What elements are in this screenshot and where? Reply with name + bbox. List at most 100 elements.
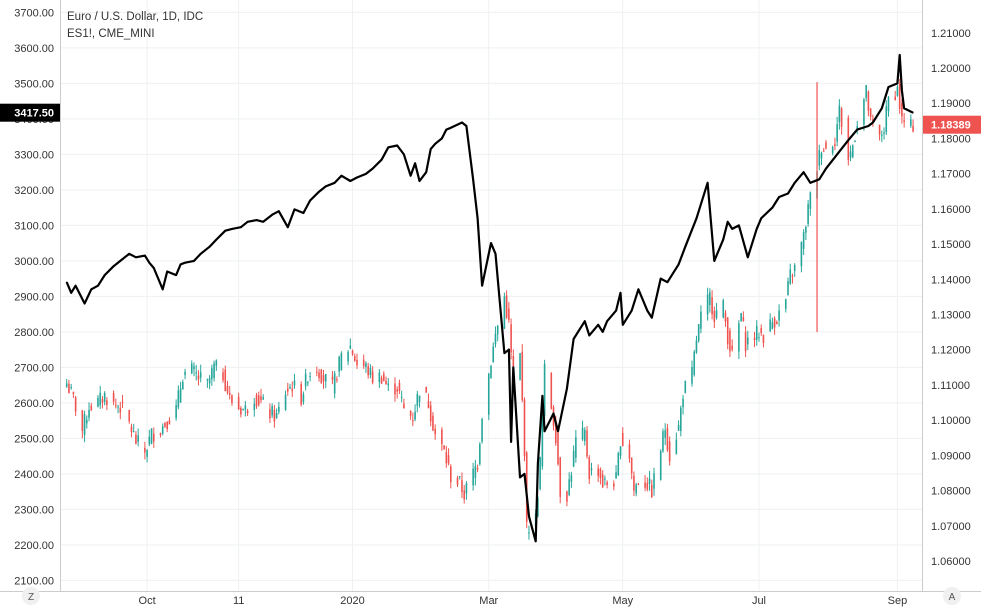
candle-body (903, 120, 905, 122)
es-data-point (75, 285, 77, 287)
corner-button-left[interactable]: Z (22, 587, 40, 605)
candle-body (322, 375, 325, 382)
es-data-point (184, 262, 186, 264)
candle-body (519, 353, 521, 380)
es-data-point (418, 180, 421, 182)
candle-body (320, 369, 323, 384)
candle-body (476, 468, 479, 470)
left-last-value-tag: 3417.50 (14, 108, 54, 120)
es-data-point (166, 270, 168, 273)
left-axis-tick-label: 3100.00 (14, 220, 54, 232)
es-data-point (309, 199, 311, 202)
candle-body (706, 294, 709, 315)
es-data-point (278, 210, 280, 212)
es-data-point (97, 285, 99, 287)
candle-body (269, 409, 271, 419)
candle-body (224, 369, 227, 392)
es-data-point (403, 153, 405, 156)
candle-body (849, 151, 852, 158)
candle-body (318, 372, 320, 379)
candle-body (581, 427, 584, 440)
candle-body (338, 356, 340, 372)
candle-body (722, 300, 725, 318)
time-axis-tick-label: 2020 (340, 595, 364, 607)
es-data-point (193, 260, 195, 262)
candle-body (278, 406, 280, 412)
candle-body (697, 324, 700, 341)
candle-body (253, 403, 256, 411)
candle-body (117, 406, 119, 408)
es-data-point (543, 430, 546, 432)
candle-body (349, 345, 352, 349)
candle-body (659, 450, 662, 480)
es-data-point (615, 309, 617, 312)
candle-body (72, 392, 75, 395)
left-axis[interactable]: 3700.003600.003500.003400.003300.003200.… (14, 7, 54, 587)
candle-body (179, 388, 182, 403)
candle-body (152, 433, 155, 442)
candle-body (161, 426, 164, 434)
right-axis-tick-label: 1.11000 (931, 380, 970, 392)
candle-body (771, 322, 774, 329)
candle-body (240, 408, 242, 415)
candle-body (818, 150, 821, 166)
candle-body (213, 363, 215, 378)
candle-body (85, 419, 88, 424)
right-axis-tick-label: 1.20000 (931, 63, 971, 75)
candle-body (747, 337, 749, 345)
candle-body (432, 415, 434, 431)
candle-body (825, 142, 827, 149)
candle-body (650, 484, 653, 498)
candle-body (289, 386, 291, 389)
es-data-point (584, 320, 586, 322)
time-axis-tick-label: Sep (888, 595, 908, 607)
candle-body (543, 363, 546, 417)
es-data-point (771, 207, 773, 209)
candle-body (88, 409, 90, 418)
candle-body (199, 372, 202, 378)
candle-body (132, 431, 135, 433)
right-axis[interactable]: 1.21000 1.20000 1.19000 1.18000 1.17000 1.160… (931, 28, 971, 568)
candle-body (336, 379, 338, 381)
candle-body (583, 429, 586, 442)
es-data-point (695, 217, 698, 219)
right-axis-tick-label: 1.13000 (931, 310, 971, 322)
candle-body (262, 397, 265, 400)
es-data-point (651, 317, 653, 319)
chart-subtitle: ES1!, CME_MINI (67, 28, 155, 40)
candle-body (481, 419, 483, 442)
candle-body (99, 392, 102, 406)
candle-body (901, 103, 903, 117)
left-axis-tick-label: 2100.00 (14, 575, 54, 587)
candle-body (447, 455, 450, 464)
es-data-point (318, 191, 320, 193)
es-data-point (271, 214, 273, 216)
es-data-point (175, 274, 177, 276)
es-data-point (778, 196, 780, 198)
es-data-point (490, 242, 492, 244)
es-data-point (566, 388, 568, 390)
candle-body (70, 387, 72, 389)
candle-body (304, 373, 307, 387)
candle-body (383, 373, 385, 382)
es-data-point (293, 208, 296, 211)
candle-body (106, 400, 108, 405)
time-axis[interactable]: Oct 11 2020 Mar May Jul Sep (139, 595, 908, 607)
candle-body (177, 390, 180, 408)
es-data-point (597, 324, 599, 326)
candle-body (822, 150, 825, 152)
es-data-point (356, 176, 358, 179)
es-data-point (224, 230, 226, 232)
es-data-point (660, 278, 662, 280)
candle-body (461, 480, 463, 493)
left-axis-tick-label: 3300.00 (14, 149, 54, 161)
es-data-point (70, 292, 72, 294)
es-data-point (631, 309, 633, 312)
candle-body (789, 269, 792, 284)
corner-button-right-bg (943, 587, 961, 605)
es-data-point (760, 217, 762, 219)
es-data-point (731, 228, 733, 230)
corner-button-right[interactable]: A (943, 587, 961, 605)
candle-body (677, 424, 680, 431)
